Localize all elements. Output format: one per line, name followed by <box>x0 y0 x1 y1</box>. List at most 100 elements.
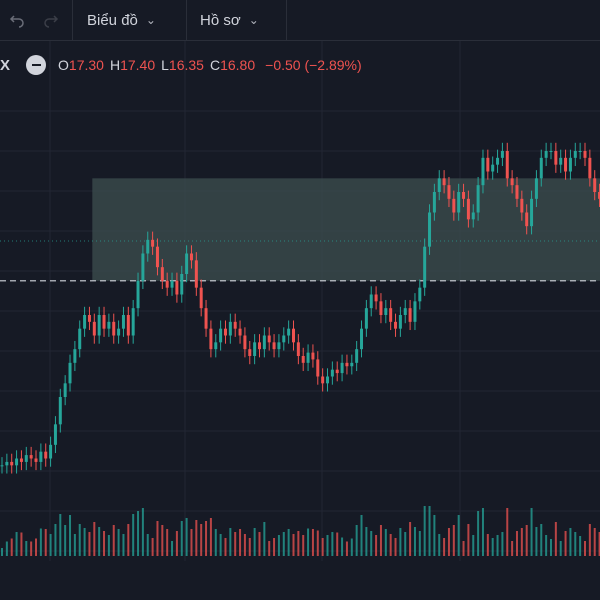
candle-body <box>442 178 446 186</box>
volume-bar <box>569 528 572 556</box>
candle-body <box>554 151 558 165</box>
volume-bar <box>496 535 499 556</box>
candle-body <box>369 294 373 309</box>
candle-body <box>403 308 407 315</box>
volume-bar <box>5 541 8 556</box>
volume-bar <box>418 531 421 556</box>
volume-bar <box>73 534 76 556</box>
candle-body <box>282 335 286 343</box>
candle-body <box>534 178 538 199</box>
candle-body <box>301 356 305 363</box>
volume-bar <box>462 541 465 556</box>
candle-body <box>394 321 398 329</box>
candle-body <box>219 328 223 343</box>
candle-body <box>457 192 461 213</box>
candle-body <box>253 342 257 356</box>
redo-button[interactable] <box>40 0 62 40</box>
candle-body <box>520 198 524 213</box>
close-value: 16.80 <box>220 57 256 73</box>
chart-menu-button[interactable]: Biểu đồ ⌄ <box>87 0 156 40</box>
candle-body <box>199 287 203 309</box>
volume-bar <box>107 535 110 556</box>
volume-bar <box>25 541 28 556</box>
candle-body <box>355 349 359 363</box>
volume-bar <box>477 511 480 556</box>
volume-bar <box>341 537 344 556</box>
profile-menu-button[interactable]: Hồ sơ ⌄ <box>200 0 259 40</box>
candle-body <box>471 212 475 220</box>
volume-bar <box>491 538 494 556</box>
candle-body <box>326 376 330 384</box>
candle-body <box>379 301 383 315</box>
volume-bar <box>20 532 23 556</box>
volume-bar <box>273 538 276 556</box>
candle-body <box>345 362 349 367</box>
volume-bar <box>49 534 52 556</box>
candle-body <box>83 315 87 329</box>
toolbar-separator <box>286 0 287 40</box>
volume-bar <box>520 528 523 556</box>
candle-body <box>486 157 490 172</box>
candle-body <box>510 178 514 186</box>
volume-bar <box>583 541 586 556</box>
volume-bar <box>564 531 567 556</box>
volume-bar <box>355 525 358 556</box>
candle-body <box>350 362 354 367</box>
volume-bar <box>525 525 528 556</box>
candle-body <box>423 246 427 288</box>
volume-bar <box>545 535 548 556</box>
candle-body <box>117 328 121 336</box>
volume-bar <box>307 528 310 556</box>
volume-bar <box>161 525 164 556</box>
ohlc-legend: X O 17.30 H 17.40 L 16.35 C 16.80 −0.50 … <box>0 52 600 78</box>
candle-body <box>408 308 412 322</box>
volume-bar <box>35 538 38 556</box>
volume-bar <box>98 527 101 556</box>
candle-body <box>578 151 582 152</box>
top-toolbar: Biểu đồ ⌄ Hồ sơ ⌄ <box>0 0 600 41</box>
candle-body <box>160 267 164 281</box>
collapse-legend-button[interactable] <box>26 55 47 75</box>
candle-body <box>544 151 548 158</box>
candle-body <box>549 151 553 152</box>
candle-body <box>481 157 485 186</box>
candle-body <box>223 328 227 336</box>
candle-body <box>68 362 72 384</box>
candle-body <box>311 352 315 360</box>
candle-body <box>306 352 310 363</box>
price-chart[interactable] <box>0 41 600 600</box>
candle-body <box>73 349 77 363</box>
volume-bar <box>345 541 348 556</box>
volume-bar <box>375 535 378 556</box>
candle-body <box>413 301 417 322</box>
volume-bar <box>93 522 96 556</box>
candle-body <box>248 349 252 356</box>
candle-body <box>63 383 67 397</box>
candle-body <box>374 294 378 302</box>
candle-body <box>437 178 441 192</box>
candle-body <box>496 157 500 165</box>
candle-body <box>418 287 422 302</box>
candle-body <box>204 308 208 329</box>
volume-bar <box>433 515 436 556</box>
candle-body <box>530 198 534 227</box>
volume-bar <box>64 525 67 556</box>
candle-body <box>10 461 14 466</box>
undo-button[interactable] <box>6 0 28 40</box>
volume-bar <box>10 538 13 556</box>
candle-body <box>141 253 145 281</box>
candle-body <box>432 192 436 213</box>
volume-bar <box>549 539 552 556</box>
candle-body <box>238 328 242 336</box>
volume-bar <box>297 531 300 556</box>
redo-icon <box>44 15 59 28</box>
volume-bar <box>30 541 33 556</box>
candle-body <box>53 424 57 445</box>
change-value: −0.50 (−2.89%) <box>265 57 362 73</box>
volume-bar <box>588 524 591 556</box>
candle-body <box>107 321 111 329</box>
volume-bar <box>239 529 242 556</box>
high-value: 17.40 <box>120 57 156 73</box>
candle-body <box>0 465 4 467</box>
volume-bar <box>389 534 392 556</box>
